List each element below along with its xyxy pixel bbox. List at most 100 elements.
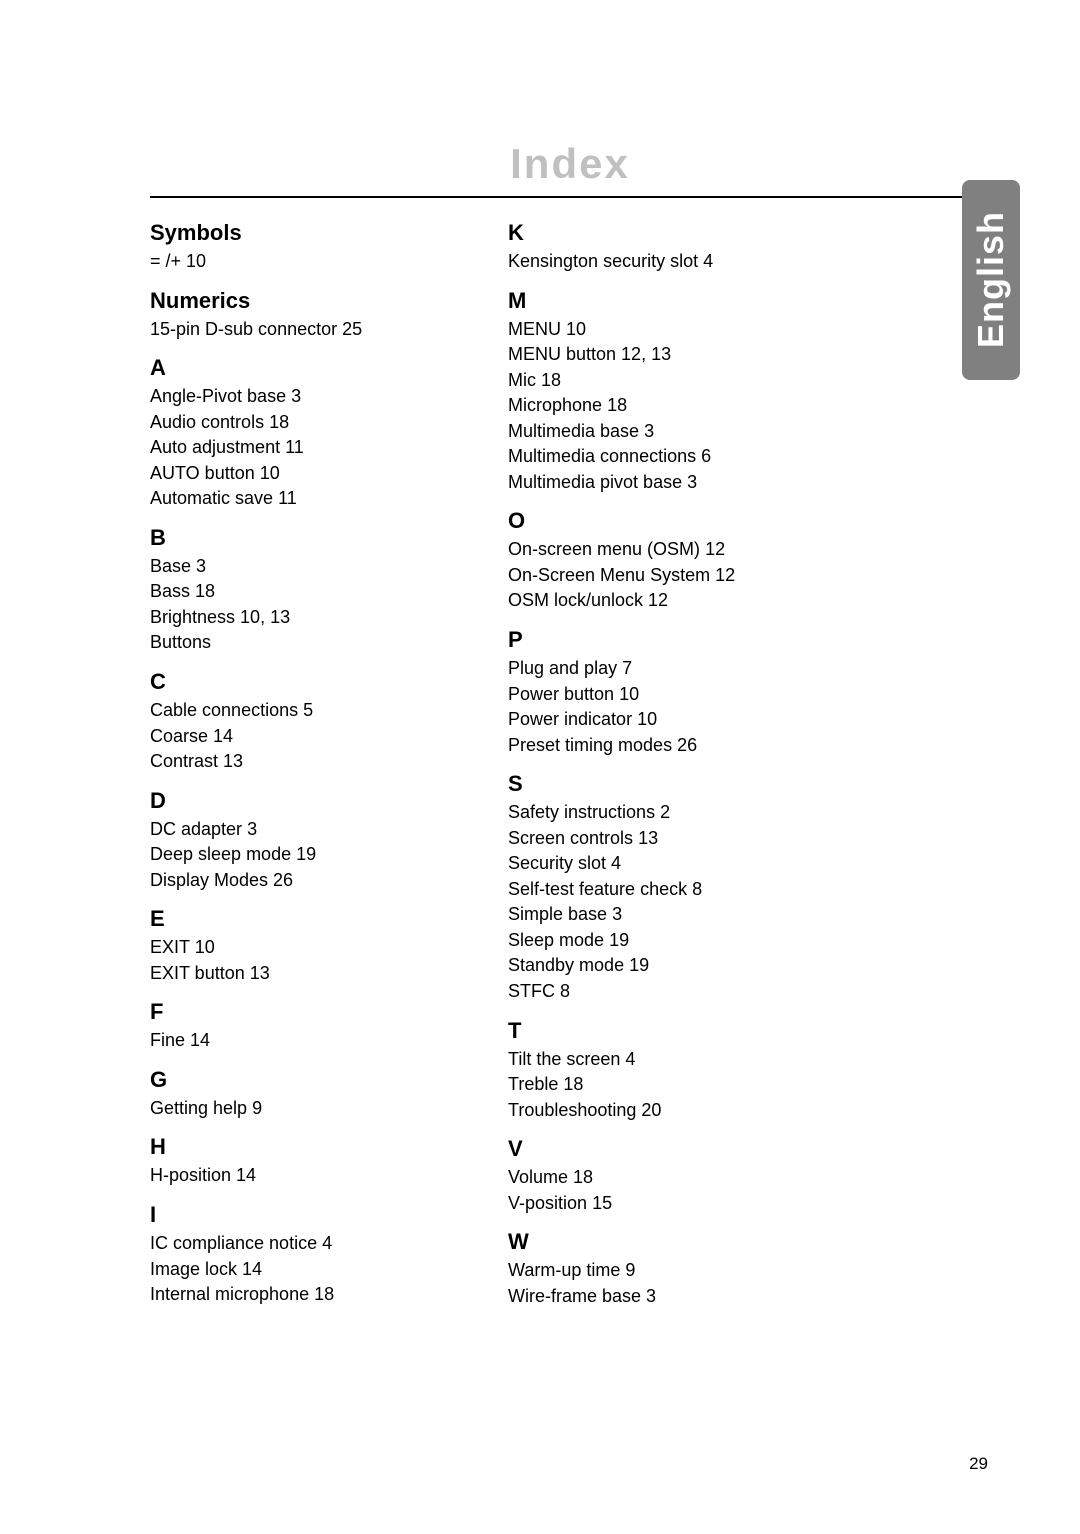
index-page-ref: 13 — [218, 751, 243, 771]
index-term: Auto adjustment — [150, 437, 280, 457]
index-entry: Preset timing modes 26 — [508, 733, 818, 759]
index-term: On-Screen Menu System — [508, 565, 710, 585]
index-entry: STFC 8 — [508, 979, 818, 1005]
index-term: Standby mode — [508, 955, 624, 975]
index-section-header: O — [508, 508, 818, 534]
index-section-header: D — [150, 788, 450, 814]
index-term: Buttons — [150, 632, 211, 652]
index-page-ref: 10 — [561, 319, 586, 339]
page-title: Index — [150, 140, 990, 188]
index-term: Tilt the screen — [508, 1049, 620, 1069]
index-page-ref: 13 — [245, 963, 270, 983]
index-term: V-position — [508, 1193, 587, 1213]
index-term: IC compliance notice — [150, 1233, 317, 1253]
index-entry: Bass 18 — [150, 579, 450, 605]
index-entry: Kensington security slot 4 — [508, 249, 818, 275]
index-term: Kensington security slot — [508, 251, 698, 271]
index-section-header: K — [508, 220, 818, 246]
index-term: Volume — [508, 1167, 568, 1187]
index-page-ref: 18 — [264, 412, 289, 432]
index-entry: Volume 18 — [508, 1165, 818, 1191]
index-term: Coarse — [150, 726, 208, 746]
index-entry: IC compliance notice 4 — [150, 1231, 450, 1257]
index-term: Angle-Pivot base — [150, 386, 286, 406]
language-tab-label: English — [970, 211, 1012, 348]
index-page-ref: 14 — [231, 1165, 256, 1185]
index-term: Cable connections — [150, 700, 298, 720]
index-page-ref: 4 — [698, 251, 713, 271]
index-term: = /+ — [150, 251, 181, 271]
index-entry: EXIT 10 — [150, 935, 450, 961]
index-entry: Cable connections 5 — [150, 698, 450, 724]
index-entry: Security slot 4 — [508, 851, 818, 877]
title-underline — [150, 196, 990, 198]
index-term: Mic — [508, 370, 536, 390]
index-section-header: T — [508, 1018, 818, 1044]
index-page-ref: 20 — [636, 1100, 661, 1120]
index-term: Warm-up time — [508, 1260, 620, 1280]
index-page-ref: 10 — [181, 251, 206, 271]
index-entry: Treble 18 — [508, 1072, 818, 1098]
index-term: Security slot — [508, 853, 606, 873]
index-page-ref: 18 — [558, 1074, 583, 1094]
index-entry: AUTO button 10 — [150, 461, 450, 487]
index-entry: MENU 10 — [508, 317, 818, 343]
index-term: Treble — [508, 1074, 558, 1094]
index-page-ref: 3 — [607, 904, 622, 924]
index-entry: Warm-up time 9 — [508, 1258, 818, 1284]
language-tab: English — [962, 180, 1020, 380]
index-section-header: P — [508, 627, 818, 653]
index-term: OSM lock/unlock — [508, 590, 643, 610]
index-page-ref: 13 — [633, 828, 658, 848]
index-page-ref: 3 — [286, 386, 301, 406]
index-entry: DC adapter 3 — [150, 817, 450, 843]
index-term: Deep sleep mode — [150, 844, 291, 864]
index-page-ref: 19 — [624, 955, 649, 975]
index-page-ref: 4 — [620, 1049, 635, 1069]
index-section-header: M — [508, 288, 818, 314]
index-term: EXIT button — [150, 963, 245, 983]
index-term: Brightness — [150, 607, 235, 627]
index-entry: Troubleshooting 20 — [508, 1098, 818, 1124]
index-entry: Sleep mode 19 — [508, 928, 818, 954]
index-right-column: K Kensington security slot 4 M MENU 10MENU … — [508, 220, 818, 1309]
index-entry: Auto adjustment 11 — [150, 435, 450, 461]
index-page-ref: 11 — [280, 437, 304, 457]
index-page-ref: 14 — [185, 1030, 210, 1050]
index-term: DC adapter — [150, 819, 242, 839]
index-page-ref: 14 — [237, 1259, 262, 1279]
index-page-ref: 5 — [298, 700, 313, 720]
index-entry: On-Screen Menu System 12 — [508, 563, 818, 589]
index-page-ref: 26 — [672, 735, 697, 755]
index-entry: EXIT button 13 — [150, 961, 450, 987]
index-term: Troubleshooting — [508, 1100, 636, 1120]
index-entry: Screen controls 13 — [508, 826, 818, 852]
index-page-ref: 3 — [191, 556, 206, 576]
index-section-header: I — [150, 1202, 450, 1228]
index-entry: 15-pin D-sub connector 25 — [150, 317, 450, 343]
index-page-ref: 19 — [291, 844, 316, 864]
index-entry: Display Modes 26 — [150, 868, 450, 894]
index-term: Safety instructions — [508, 802, 655, 822]
index-entry: Wire-frame base 3 — [508, 1284, 818, 1310]
index-entry: Multimedia pivot base 3 — [508, 470, 818, 496]
index-entry: Simple base 3 — [508, 902, 818, 928]
index-term: Audio controls — [150, 412, 264, 432]
index-page-ref: 18 — [602, 395, 627, 415]
index-term: Plug and play — [508, 658, 617, 678]
index-term: Multimedia base — [508, 421, 639, 441]
index-entry: Power button 10 — [508, 682, 818, 708]
index-term: On-screen menu (OSM) — [508, 539, 700, 559]
index-term: Automatic save — [150, 488, 273, 508]
index-page-ref: 14 — [208, 726, 233, 746]
index-page-ref: 10 — [632, 709, 657, 729]
index-entry: Audio controls 18 — [150, 410, 450, 436]
index-term: MENU button — [508, 344, 616, 364]
index-page-ref: 8 — [555, 981, 570, 1001]
index-entry: Mic 18 — [508, 368, 818, 394]
index-entry: Coarse 14 — [150, 724, 450, 750]
index-page-ref: 8 — [687, 879, 702, 899]
index-section-header: B — [150, 525, 450, 551]
index-entry: Getting help 9 — [150, 1096, 450, 1122]
index-entry: = /+ 10 — [150, 249, 450, 275]
